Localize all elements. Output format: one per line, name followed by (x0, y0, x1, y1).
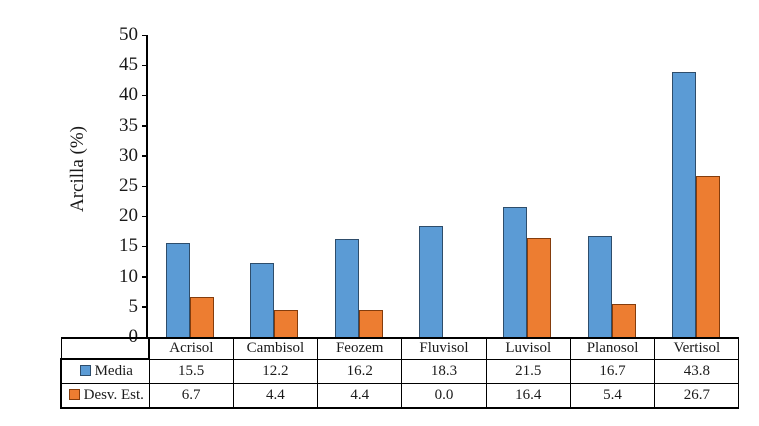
value-cell-media-planosol: 16.7 (569, 358, 656, 384)
y-tick-label: 5 (128, 295, 139, 317)
y-tick-mark (142, 185, 148, 187)
bar-media-cambisol (250, 263, 275, 337)
legend-label-media: Media (94, 363, 133, 379)
bar-media-fluvisol (419, 226, 443, 337)
category-cell-fluvisol: Fluvisol (401, 337, 487, 360)
y-tick-label: 0 (128, 326, 139, 347)
y-tick-mark (142, 155, 148, 157)
value-cell-desv-est-luvisol: 16.4 (485, 383, 571, 409)
value-cell-media-feozem: 16.2 (317, 358, 403, 384)
y-tick-mark (142, 64, 148, 67)
y-tick-mark (142, 306, 148, 308)
data-table-region: Acrisol Cambisol Feozem Fluvisol Luvisol Plan… (60, 337, 740, 409)
table-corner-spacer (60, 337, 150, 360)
y-tick-label: 20 (119, 205, 138, 227)
y-tick-mark (142, 94, 148, 97)
bar-desv-est-planosol (611, 304, 636, 337)
value-cell-desv-est-cambisol: 4.4 (232, 383, 319, 409)
y-tick-label: 50 (119, 24, 138, 45)
bar-media-vertisol (671, 72, 696, 337)
y-tick-label: 15 (119, 235, 138, 257)
category-cell-cambisol: Cambisol (232, 337, 319, 360)
y-tick-label: 40 (119, 84, 138, 106)
legend-cell-desv-est: Desv. Est. (60, 383, 150, 409)
y-tick-mark (142, 34, 148, 36)
y-tick-label: 25 (119, 175, 138, 196)
legend-key-icon-media (79, 365, 91, 376)
bar-desv-est-luvisol (527, 237, 552, 337)
legend-cell-media: Media (60, 358, 150, 384)
category-cell-feozem: Feozem (317, 337, 403, 360)
value-cell-desv-est-planosol: 5.4 (569, 383, 656, 409)
y-tick-label: 30 (119, 144, 138, 166)
chart-data-table: Acrisol Cambisol Feozem Fluvisol Luvisol Plan… (60, 337, 740, 409)
y-tick-mark (142, 276, 148, 278)
y-tick-mark (142, 215, 148, 218)
category-cell-vertisol: Vertisol (654, 337, 740, 360)
y-tick-mark (142, 245, 148, 248)
bar-media-feozem (334, 239, 359, 337)
y-tick-label: 10 (119, 265, 138, 287)
value-cell-media-vertisol: 43.8 (654, 358, 740, 384)
value-cell-media-fluvisol: 18.3 (401, 358, 487, 384)
category-cell-planosol: Planosol (569, 337, 656, 360)
bar-desv-est-acrisol (190, 296, 215, 337)
value-cell-desv-est-vertisol: 26.7 (654, 383, 740, 409)
bar-desv-est-vertisol (695, 175, 720, 337)
value-cell-desv-est-feozem: 4.4 (317, 383, 403, 409)
y-tick-mark (142, 125, 148, 127)
category-cell-acrisol: Acrisol (147, 337, 234, 360)
value-cell-media-luvisol: 21.5 (485, 358, 571, 384)
category-cell-luvisol: Luvisol (485, 337, 571, 360)
bar-media-planosol (587, 236, 612, 337)
value-cell-media-cambisol: 12.2 (232, 358, 319, 384)
value-cell-media-acrisol: 15.5 (148, 358, 234, 384)
value-cell-desv-est-acrisol: 6.7 (148, 383, 234, 409)
bar-desv-est-cambisol (274, 310, 299, 337)
value-cell-desv-est-fluvisol: 0.0 (401, 383, 487, 409)
bar-desv-est-feozem (358, 310, 383, 337)
legend-label-desv-est: Desv. Est. (83, 387, 144, 403)
bar-media-luvisol (503, 207, 528, 337)
y-tick-label: 35 (119, 114, 138, 136)
legend-key-icon-desv-est (68, 389, 80, 400)
bar-media-acrisol (166, 243, 191, 337)
y-tick-label: 45 (119, 54, 138, 76)
